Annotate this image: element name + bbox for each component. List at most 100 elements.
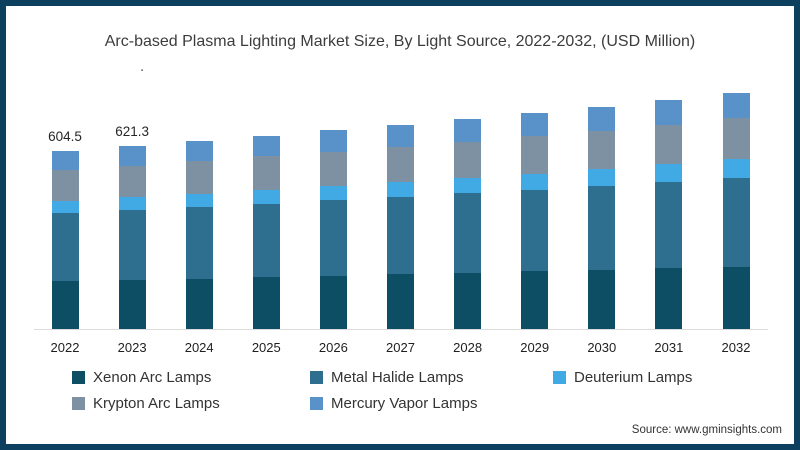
bar-segment-deuterium-lamps — [387, 181, 414, 197]
stacked-bar-2023 — [118, 146, 146, 329]
stacked-bar-2031 — [655, 100, 683, 329]
bar-segment-xenon-arc-lamps — [185, 278, 213, 329]
legend-swatch-icon — [72, 371, 85, 384]
bar-segment-xenon-arc-lamps — [319, 275, 347, 329]
bar-segment-xenon-arc-lamps — [51, 280, 79, 329]
x-tick-label-2025: 2025 — [251, 340, 281, 355]
stacked-bar-2029 — [521, 113, 549, 329]
bar-segment-deuterium-lamps — [655, 164, 683, 183]
bar-segment-metal-halide-lamps — [655, 182, 683, 269]
x-tick-label-2027: 2027 — [386, 340, 415, 355]
bar-segment-xenon-arc-lamps — [722, 266, 750, 329]
stacked-bar-2030 — [588, 106, 616, 329]
bar-segment-mercury-vapor-lamps — [454, 119, 482, 142]
bar-segment-krypton-arc-lamps — [454, 141, 482, 178]
bar-segment-metal-halide-lamps — [51, 212, 79, 281]
x-tick-label-2022: 2022 — [50, 340, 80, 355]
bar-segment-deuterium-lamps — [521, 173, 549, 190]
bar-segment-deuterium-lamps — [185, 193, 213, 208]
legend-item-metal-halide-lamps: Metal Halide Lamps — [310, 369, 464, 386]
x-tick-label-2023: 2023 — [117, 340, 147, 355]
bar-segment-xenon-arc-lamps — [521, 271, 549, 329]
bar-segment-mercury-vapor-lamps — [118, 146, 146, 166]
legend-item-krypton-arc-lamps: Krypton Arc Lamps — [72, 395, 220, 412]
stacked-bar-2028 — [454, 119, 482, 329]
bar-segment-metal-halide-lamps — [118, 210, 146, 280]
bar-segment-metal-halide-lamps — [319, 200, 347, 276]
bar-segment-deuterium-lamps — [319, 185, 347, 201]
legend-label: Krypton Arc Lamps — [93, 395, 220, 412]
bar-segment-xenon-arc-lamps — [454, 272, 482, 329]
bar-segment-mercury-vapor-lamps — [588, 106, 616, 131]
bar-segment-metal-halide-lamps — [387, 196, 414, 275]
x-tick-label-2028: 2028 — [453, 340, 483, 355]
x-tick-label-2029: 2029 — [520, 340, 550, 355]
bar-segment-metal-halide-lamps — [521, 189, 549, 272]
x-tick-label-2030: 2030 — [587, 340, 617, 355]
bar-segment-krypton-arc-lamps — [118, 165, 146, 198]
bar-segment-mercury-vapor-lamps — [319, 130, 347, 152]
source-note: Source: www.gminsights.com — [631, 424, 782, 436]
bar-segment-krypton-arc-lamps — [722, 118, 750, 160]
bar-segment-krypton-arc-lamps — [521, 136, 549, 174]
stacked-bar-2026 — [319, 130, 347, 329]
bar-segment-deuterium-lamps — [454, 177, 482, 194]
bar-segment-metal-halide-lamps — [252, 203, 280, 278]
bar-segment-deuterium-lamps — [118, 197, 146, 211]
total-label-2022: 604.5 — [48, 129, 82, 145]
legend-label: Deuterium Lamps — [574, 369, 693, 386]
bar-segment-xenon-arc-lamps — [655, 268, 683, 329]
bar-segment-deuterium-lamps — [252, 189, 280, 204]
bar-segment-mercury-vapor-lamps — [252, 135, 280, 157]
bar-segment-metal-halide-lamps — [722, 177, 750, 267]
bar-segment-metal-halide-lamps — [588, 185, 616, 270]
bar-segment-deuterium-lamps — [722, 159, 750, 178]
stacked-bar-2022 — [51, 151, 79, 329]
bar-segment-xenon-arc-lamps — [118, 279, 146, 329]
bar-segment-mercury-vapor-lamps — [185, 141, 213, 162]
legend-swatch-icon — [310, 371, 323, 384]
legend-label: Mercury Vapor Lamps — [331, 395, 478, 412]
chart-title: Arc-based Plasma Lighting Market Size, B… — [104, 33, 696, 50]
legend-item-mercury-vapor-lamps: Mercury Vapor Lamps — [310, 395, 477, 412]
stacked-bar-2025 — [252, 135, 280, 329]
legend-item-deuterium-lamps: Deuterium Lamps — [553, 369, 692, 386]
bar-segment-xenon-arc-lamps — [252, 277, 280, 329]
bar-segment-krypton-arc-lamps — [252, 156, 280, 190]
bar-segment-krypton-arc-lamps — [51, 170, 79, 201]
chart-content: Arc-based Plasma Lighting Market Size, B… — [6, 6, 794, 444]
bar-segment-metal-halide-lamps — [454, 193, 482, 273]
x-tick-label-2024: 2024 — [184, 340, 214, 355]
bar-segment-krypton-arc-lamps — [588, 130, 616, 169]
bar-segment-deuterium-lamps — [51, 200, 79, 213]
stacked-bar-2027 — [387, 124, 414, 329]
bar-segment-xenon-arc-lamps — [387, 274, 414, 329]
bar-segment-krypton-arc-lamps — [185, 161, 213, 194]
total-label-2023: 621.3 — [115, 124, 149, 140]
stray-dot: . — [140, 58, 145, 75]
legend-label: Metal Halide Lamps — [331, 369, 464, 386]
bar-segment-mercury-vapor-lamps — [387, 124, 414, 147]
x-tick-label-2026: 2026 — [318, 340, 348, 355]
legend-label: Xenon Arc Lamps — [93, 369, 212, 386]
bar-segment-krypton-arc-lamps — [387, 146, 414, 182]
x-axis-line — [34, 329, 768, 330]
stacked-bar-plot: 604.5 2022 621.3 2023 2024 2025 2026 2027 2028 20… — [6, 6, 794, 444]
bar-segment-deuterium-lamps — [588, 168, 616, 186]
bar-segment-mercury-vapor-lamps — [521, 113, 549, 137]
bar-segment-mercury-vapor-lamps — [722, 93, 750, 119]
bar-segment-krypton-arc-lamps — [655, 124, 683, 165]
legend-swatch-icon — [553, 371, 566, 384]
stacked-bar-2032 — [722, 93, 750, 329]
legend-swatch-icon — [72, 397, 85, 410]
bar-segment-mercury-vapor-lamps — [655, 100, 683, 125]
legend-swatch-icon — [310, 397, 323, 410]
bar-segment-metal-halide-lamps — [185, 207, 213, 279]
legend-item-xenon-arc-lamps: Xenon Arc Lamps — [72, 369, 211, 386]
x-tick-label-2031: 2031 — [654, 340, 684, 355]
stacked-bar-2024 — [185, 141, 213, 329]
bar-segment-mercury-vapor-lamps — [51, 151, 79, 171]
x-tick-label-2032: 2032 — [721, 340, 751, 355]
bar-segment-krypton-arc-lamps — [319, 151, 347, 186]
